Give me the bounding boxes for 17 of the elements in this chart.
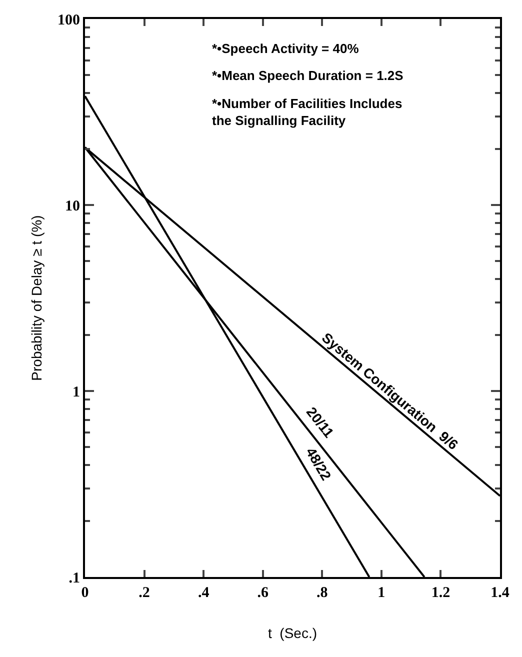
x-tick-label: .4 xyxy=(198,585,210,601)
annotation: *•Speech Activity = 40% xyxy=(212,41,360,56)
x-tick-label: 1.2 xyxy=(431,585,450,601)
y-axis-title: Probability of Delay ≥ t (%) xyxy=(28,215,45,381)
x-tick-label: .6 xyxy=(257,585,269,601)
x-tick-label: 1.4 xyxy=(490,585,510,601)
annotation: *•Number of Facilities Includes the Signalling Facility xyxy=(212,96,402,128)
y-tick-label: 100 xyxy=(58,12,80,28)
x-axis-title: t (Sec.) xyxy=(268,624,318,641)
annotation: *•Mean Speech Duration = 1.2S xyxy=(212,68,404,83)
x-tick-label: 0 xyxy=(81,585,89,601)
y-tick-label: 10 xyxy=(65,198,80,214)
x-tick-label: 1 xyxy=(378,585,386,601)
x-tick-label: .8 xyxy=(316,585,328,601)
y-tick-label: .1 xyxy=(68,570,80,586)
y-tick-label: 1 xyxy=(72,384,80,400)
x-tick-label: .2 xyxy=(138,585,150,601)
